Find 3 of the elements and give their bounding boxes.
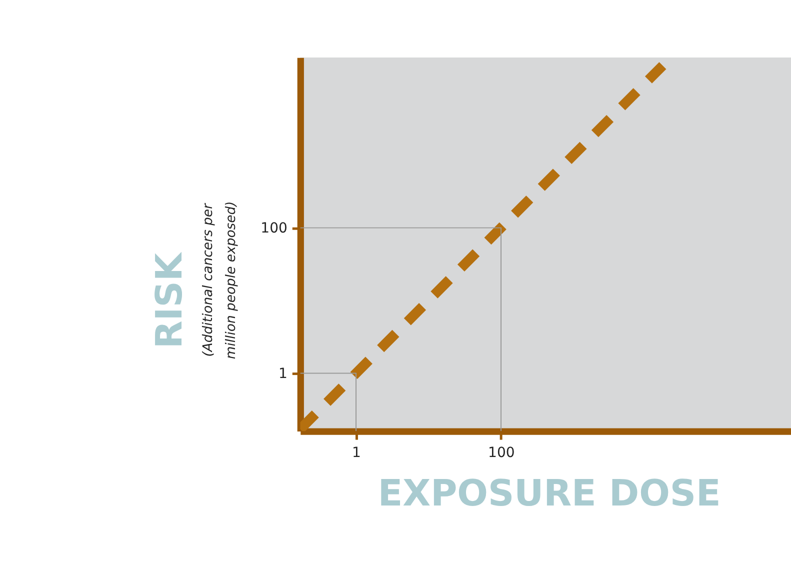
y-axis-title: RISK [147,251,190,349]
text: (Additional cancers per million people exposed) [200,201,240,360]
x-axis-title: EXPOSURE DOSE [378,471,721,514]
